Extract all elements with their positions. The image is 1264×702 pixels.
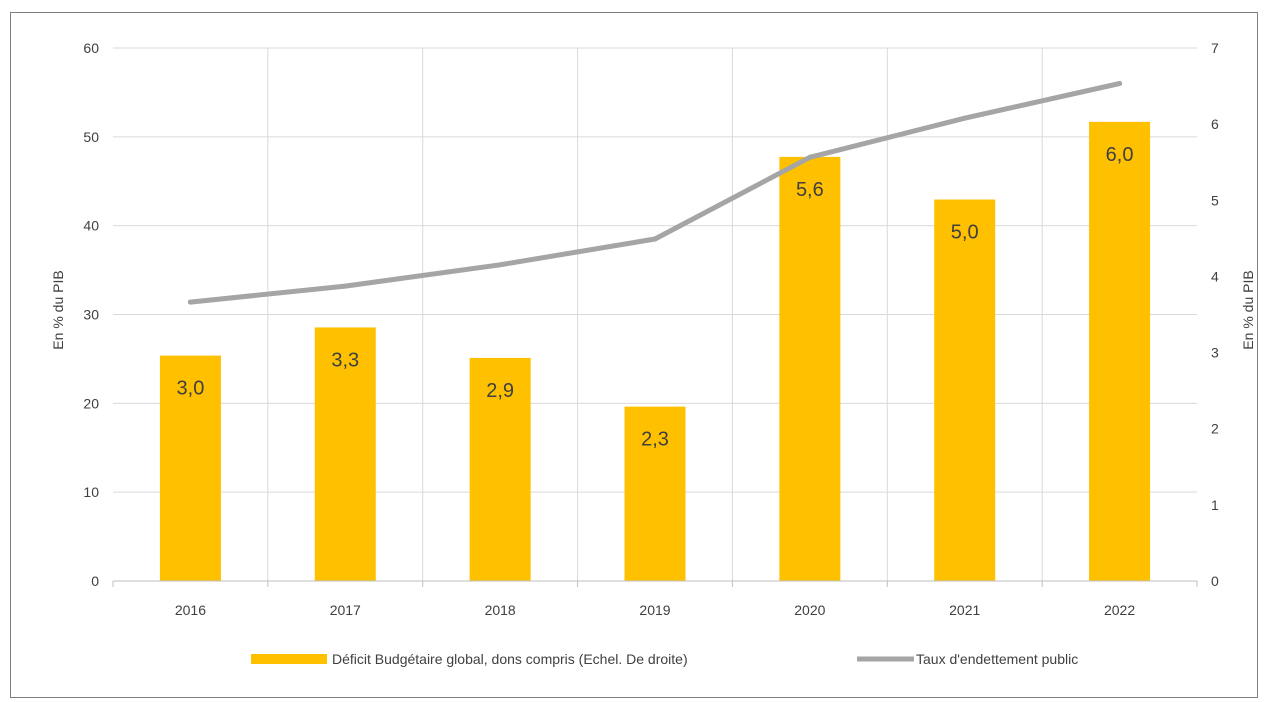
x-tick-2016: 2016 — [175, 602, 206, 618]
line-point-2021 — [962, 115, 968, 121]
x-tick-2020: 2020 — [794, 602, 825, 618]
x-tick-2018: 2018 — [485, 602, 516, 618]
legend-label-debt: Taux d'endettement public — [916, 651, 1078, 667]
left-tick-10: 10 — [83, 484, 99, 500]
chart-svg: 3,0 3,3 2,9 2,3 5,6 5,0 6,0 0 10 20 30 40 50 60 0 1 2 3… — [50, 40, 1256, 667]
line-point-2019 — [652, 236, 658, 242]
bar-label-2021: 5,0 — [951, 222, 979, 244]
bar-label-2017: 3,3 — [331, 349, 359, 371]
line-point-2016 — [187, 299, 193, 305]
bar-label-2020: 5,6 — [796, 179, 824, 201]
legend-label-deficit: Déficit Budgétaire global, dons compris … — [332, 651, 688, 667]
left-tick-60: 60 — [83, 40, 99, 56]
left-axis-title: En % du PIB — [50, 270, 66, 349]
right-tick-1: 1 — [1211, 497, 1219, 513]
left-tick-30: 30 — [83, 307, 99, 323]
left-tick-50: 50 — [83, 129, 99, 145]
bar-label-2018: 2,9 — [486, 380, 514, 402]
right-tick-0: 0 — [1211, 573, 1219, 589]
right-tick-5: 5 — [1211, 192, 1219, 208]
line-point-2022 — [1117, 81, 1123, 87]
x-tick-2021: 2021 — [949, 602, 980, 618]
line-point-2017 — [342, 283, 348, 289]
axes — [112, 580, 1198, 587]
bar-data-labels: 3,0 3,3 2,9 2,3 5,6 5,0 6,0 — [177, 144, 1134, 451]
x-tick-2022: 2022 — [1104, 602, 1135, 618]
line-point-2018 — [497, 262, 503, 268]
bar-2018 — [469, 357, 531, 581]
x-tick-2017: 2017 — [330, 602, 361, 618]
right-tick-6: 6 — [1211, 116, 1219, 132]
line-point-2020 — [807, 154, 813, 160]
bar-label-2016: 3,0 — [177, 378, 205, 400]
x-tick-2019: 2019 — [639, 602, 670, 618]
line-series — [187, 81, 1123, 305]
bar-2019 — [624, 406, 686, 581]
bar-2020 — [779, 156, 841, 582]
right-axis-title: En % du PIB — [1240, 270, 1256, 349]
x-axis-ticks: 2016 2017 2018 2019 2020 2021 2022 — [175, 602, 1136, 618]
left-tick-0: 0 — [91, 573, 99, 589]
right-tick-2: 2 — [1211, 421, 1219, 437]
bar-series — [159, 121, 1151, 582]
right-tick-3: 3 — [1211, 345, 1219, 361]
right-axis-ticks: 0 1 2 3 4 5 6 7 — [1211, 40, 1219, 589]
legend-swatch-deficit — [251, 654, 327, 664]
left-tick-20: 20 — [83, 395, 99, 411]
bar-label-2022: 6,0 — [1106, 144, 1134, 166]
bar-2021 — [934, 199, 996, 581]
legend: Déficit Budgétaire global, dons compris … — [251, 651, 1078, 667]
left-tick-40: 40 — [83, 218, 99, 234]
right-tick-4: 4 — [1211, 268, 1219, 284]
chart-frame: 3,0 3,3 2,9 2,3 5,6 5,0 6,0 0 10 20 30 40 50 60 0 1 2 3… — [10, 12, 1258, 698]
left-axis-ticks: 0 10 20 30 40 50 60 — [83, 40, 99, 589]
right-tick-7: 7 — [1211, 40, 1219, 56]
bar-2017 — [314, 327, 376, 581]
bar-2016 — [159, 355, 221, 581]
bar-2022 — [1089, 121, 1151, 581]
bar-label-2019: 2,3 — [641, 429, 669, 451]
